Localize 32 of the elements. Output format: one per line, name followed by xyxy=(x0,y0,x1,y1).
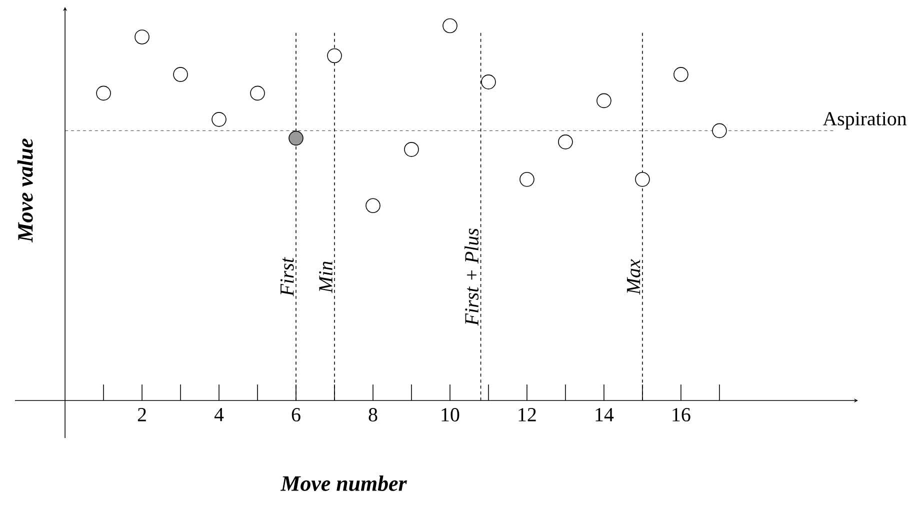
point xyxy=(404,142,419,157)
point xyxy=(635,172,650,187)
point xyxy=(366,198,380,214)
x-axis-title: Move number xyxy=(280,476,407,491)
ref-line-label: Max xyxy=(626,259,640,295)
point xyxy=(442,18,458,34)
x-tick-label: 6 xyxy=(292,408,300,422)
point xyxy=(173,67,188,82)
x-tick-label: 10 xyxy=(442,408,460,422)
point xyxy=(712,123,727,138)
x-tick-label: 2 xyxy=(138,408,146,422)
point xyxy=(134,30,150,44)
y-axis-title: Move value xyxy=(17,138,33,242)
ref-line-label: First xyxy=(280,257,294,296)
ref-line-label: First + Plus xyxy=(464,228,479,326)
point xyxy=(288,130,304,146)
ref-line-label: Min xyxy=(319,262,332,294)
point xyxy=(481,74,496,90)
point xyxy=(520,172,534,187)
x-tick-label: 12 xyxy=(518,408,536,422)
point xyxy=(558,134,573,150)
x-tick-label: 8 xyxy=(368,408,378,422)
point xyxy=(96,86,111,101)
ref-line-label: Aspiration xyxy=(822,112,907,130)
point xyxy=(596,93,612,108)
point xyxy=(250,86,265,101)
point xyxy=(327,48,342,64)
point xyxy=(674,67,688,82)
x-tick-label: 14 xyxy=(596,408,614,422)
point xyxy=(212,112,226,127)
x-tick-label: 16 xyxy=(672,408,690,422)
x-tick-label: 4 xyxy=(214,408,224,422)
